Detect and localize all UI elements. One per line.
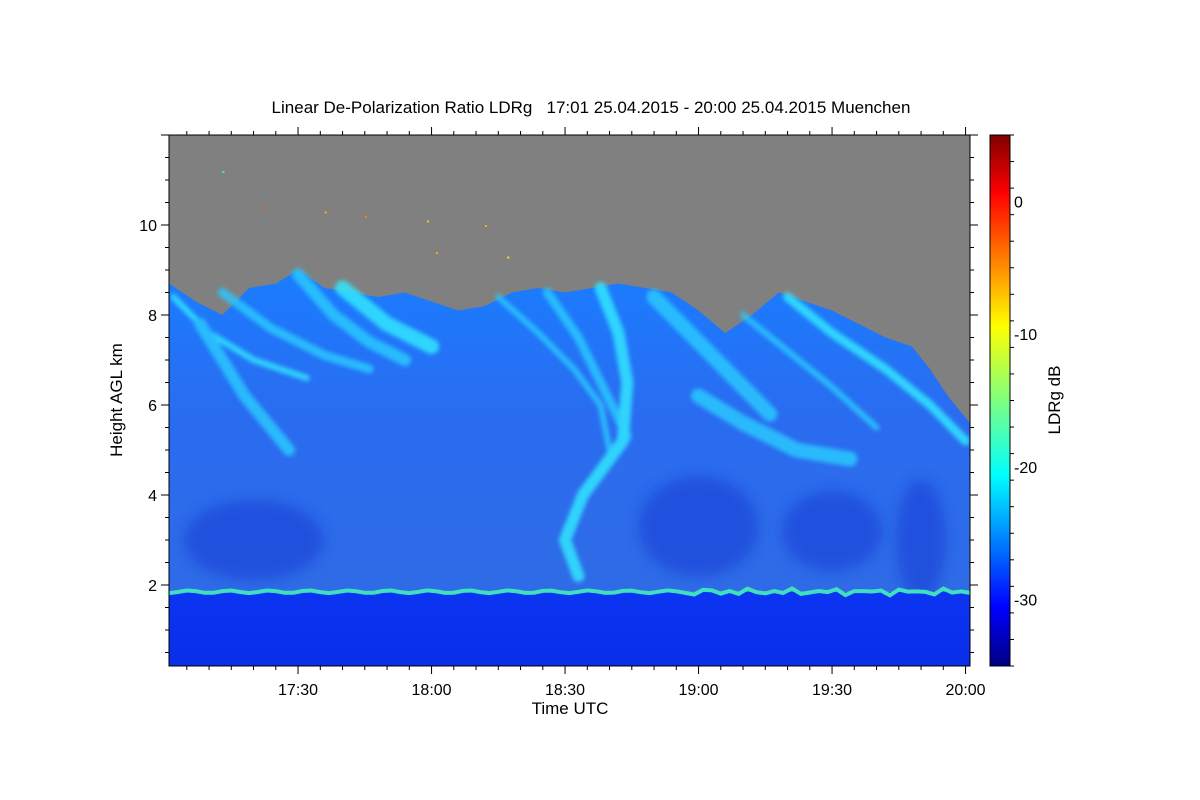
chart-title: Linear De-Polarization Ratio LDRg 17:01 … [272, 98, 911, 117]
cirrus-filaments [170, 268, 970, 582]
low-ldr-patch [183, 500, 324, 580]
low-ldr-patches [183, 476, 947, 600]
x-tick-label: 17:30 [278, 682, 318, 699]
cirrus-cloud-region [169, 270, 970, 592]
fall-streak [559, 282, 634, 582]
noise-speckles [222, 171, 510, 259]
y-tick-label: 10 [139, 218, 157, 235]
colorbar-tick-label: -30 [1014, 593, 1037, 610]
colorbar: 0 -10 -20 -30 LDRg dB [989, 134, 1064, 667]
fall-streak [542, 288, 632, 441]
fall-streak [170, 294, 310, 381]
low-ldr-patch [638, 476, 759, 577]
noise-speckle [364, 216, 367, 218]
y-axis-ticks: 2 4 6 8 10 [139, 134, 978, 653]
noise-speckle [222, 171, 225, 173]
fall-streak [740, 312, 880, 431]
noise-speckle [324, 211, 327, 214]
boundary-layer-region [169, 592, 970, 666]
fall-streak [783, 292, 970, 446]
y-axis-title: Height AGL km [107, 343, 126, 457]
fall-streak [335, 280, 440, 354]
noise-speckle [262, 207, 265, 209]
y-tick-label: 6 [148, 398, 157, 415]
low-ldr-patch [782, 491, 883, 571]
y-tick-label: 2 [148, 578, 157, 595]
x-tick-label: 18:30 [545, 682, 585, 699]
fall-streak [691, 388, 858, 467]
fall-streak [646, 289, 778, 422]
noise-speckle [436, 252, 438, 254]
noise-speckle [507, 256, 510, 259]
boundary-layer-top-line [169, 586, 970, 598]
noise-speckle [427, 220, 430, 223]
x-axis-title: Time UTC [532, 699, 609, 718]
y-tick-label: 4 [148, 488, 157, 505]
x-axis-ticks: 17:30 18:00 18:30 19:00 19:30 20:00 [186, 127, 986, 699]
x-tick-label: 20:00 [946, 682, 986, 699]
colorbar-tick-label: -10 [1014, 327, 1037, 344]
colorbar-title: LDRg dB [1045, 366, 1064, 435]
x-tick-label: 18:00 [412, 682, 452, 699]
fall-streak [495, 294, 613, 453]
plot-frame [168, 134, 971, 667]
noise-speckle [484, 225, 487, 227]
x-tick-label: 19:30 [812, 682, 852, 699]
plot-area [169, 135, 970, 666]
colorbar-tick-label: 0 [1014, 194, 1023, 211]
colorbar-tick-label: -20 [1014, 460, 1037, 477]
fall-streak [292, 268, 411, 366]
fall-streak [194, 318, 296, 456]
x-tick-label: 19:00 [679, 682, 719, 699]
colorbar-ticks: 0 -10 -20 -30 [1010, 134, 1037, 667]
low-ldr-patch [896, 480, 947, 600]
y-tick-label: 8 [148, 308, 157, 325]
fall-streak [217, 288, 374, 374]
colorbar-gradient [989, 134, 1011, 667]
